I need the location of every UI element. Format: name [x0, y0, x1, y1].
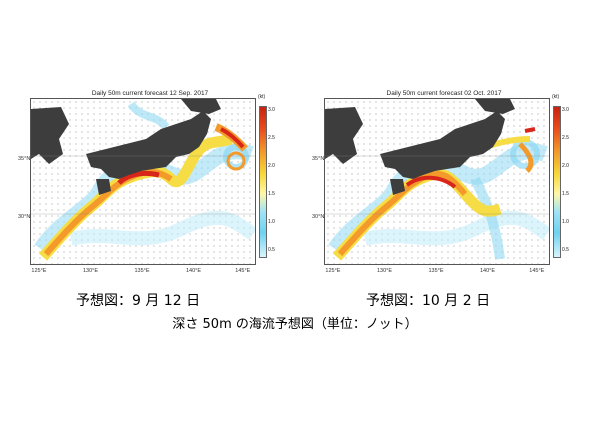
current-map [324, 98, 550, 265]
lon-label: 135°E [134, 268, 150, 274]
current-map-graphic [31, 99, 255, 264]
lon-label: 145°E [235, 268, 251, 274]
lon-label: 140°E [185, 268, 202, 274]
lon-label: 125°E [31, 268, 47, 274]
lat-label-30n: 30°N [18, 214, 31, 220]
map-title: Daily 50m current forecast 12 Sep. 2017 [91, 90, 209, 97]
colorbar-tick: 1.5 [268, 191, 275, 197]
colorbar-tick: 3.0 [268, 107, 275, 113]
current-map-panel-oct02: Daily 50m current forecast 02 Oct. 2017 … [312, 90, 576, 276]
current-map-panel-sep12: Daily 50m current forecast 12 Sep. 2017 … [18, 90, 282, 276]
colorbar-tick: 0.5 [562, 247, 569, 253]
current-map-graphic [325, 99, 549, 264]
colorbar [259, 106, 267, 258]
colorbar [553, 106, 561, 258]
lat-label-30n: 30°N [312, 214, 325, 220]
colorbar-tick: 0.5 [268, 247, 275, 253]
lon-label: 130°E [82, 268, 98, 274]
colorbar-tick: 2.5 [562, 135, 569, 141]
lat-label-35n: 35°N [18, 156, 31, 162]
figure-caption: 深さ 50m の海流予想図（単位：ノット） [172, 317, 418, 332]
colorbar-tick: 3.0 [562, 107, 569, 113]
colorbar-unit: (kt) [258, 94, 266, 100]
lon-label: 140°E [479, 268, 496, 274]
lon-label: 135°E [428, 268, 444, 274]
current-map [30, 98, 256, 265]
lon-label: 145°E [529, 268, 545, 274]
forecast-date-caption-left: 予想図：9 月 12 日 [76, 293, 201, 309]
map-title: Daily 50m current forecast 02 Oct. 2017 [386, 90, 502, 97]
lon-label: 130°E [376, 268, 392, 274]
colorbar-tick: 1.0 [268, 219, 275, 225]
longitude-axis: 125°E 130°E 135°E 140°E 145°E [30, 268, 254, 276]
forecast-date-caption-right: 予想図：10 月 2 日 [366, 293, 491, 309]
colorbar-tick: 1.5 [562, 191, 569, 197]
colorbar-tick: 2.5 [268, 135, 275, 141]
colorbar-tick: 2.0 [562, 163, 569, 169]
colorbar-unit: (kt) [552, 94, 560, 100]
colorbar-tick: 2.0 [268, 163, 275, 169]
longitude-axis: 125°E 130°E 135°E 140°E 145°E [324, 268, 548, 276]
colorbar-tick: 1.0 [562, 219, 569, 225]
lon-label: 125°E [325, 268, 341, 274]
lat-label-35n: 35°N [312, 156, 325, 162]
